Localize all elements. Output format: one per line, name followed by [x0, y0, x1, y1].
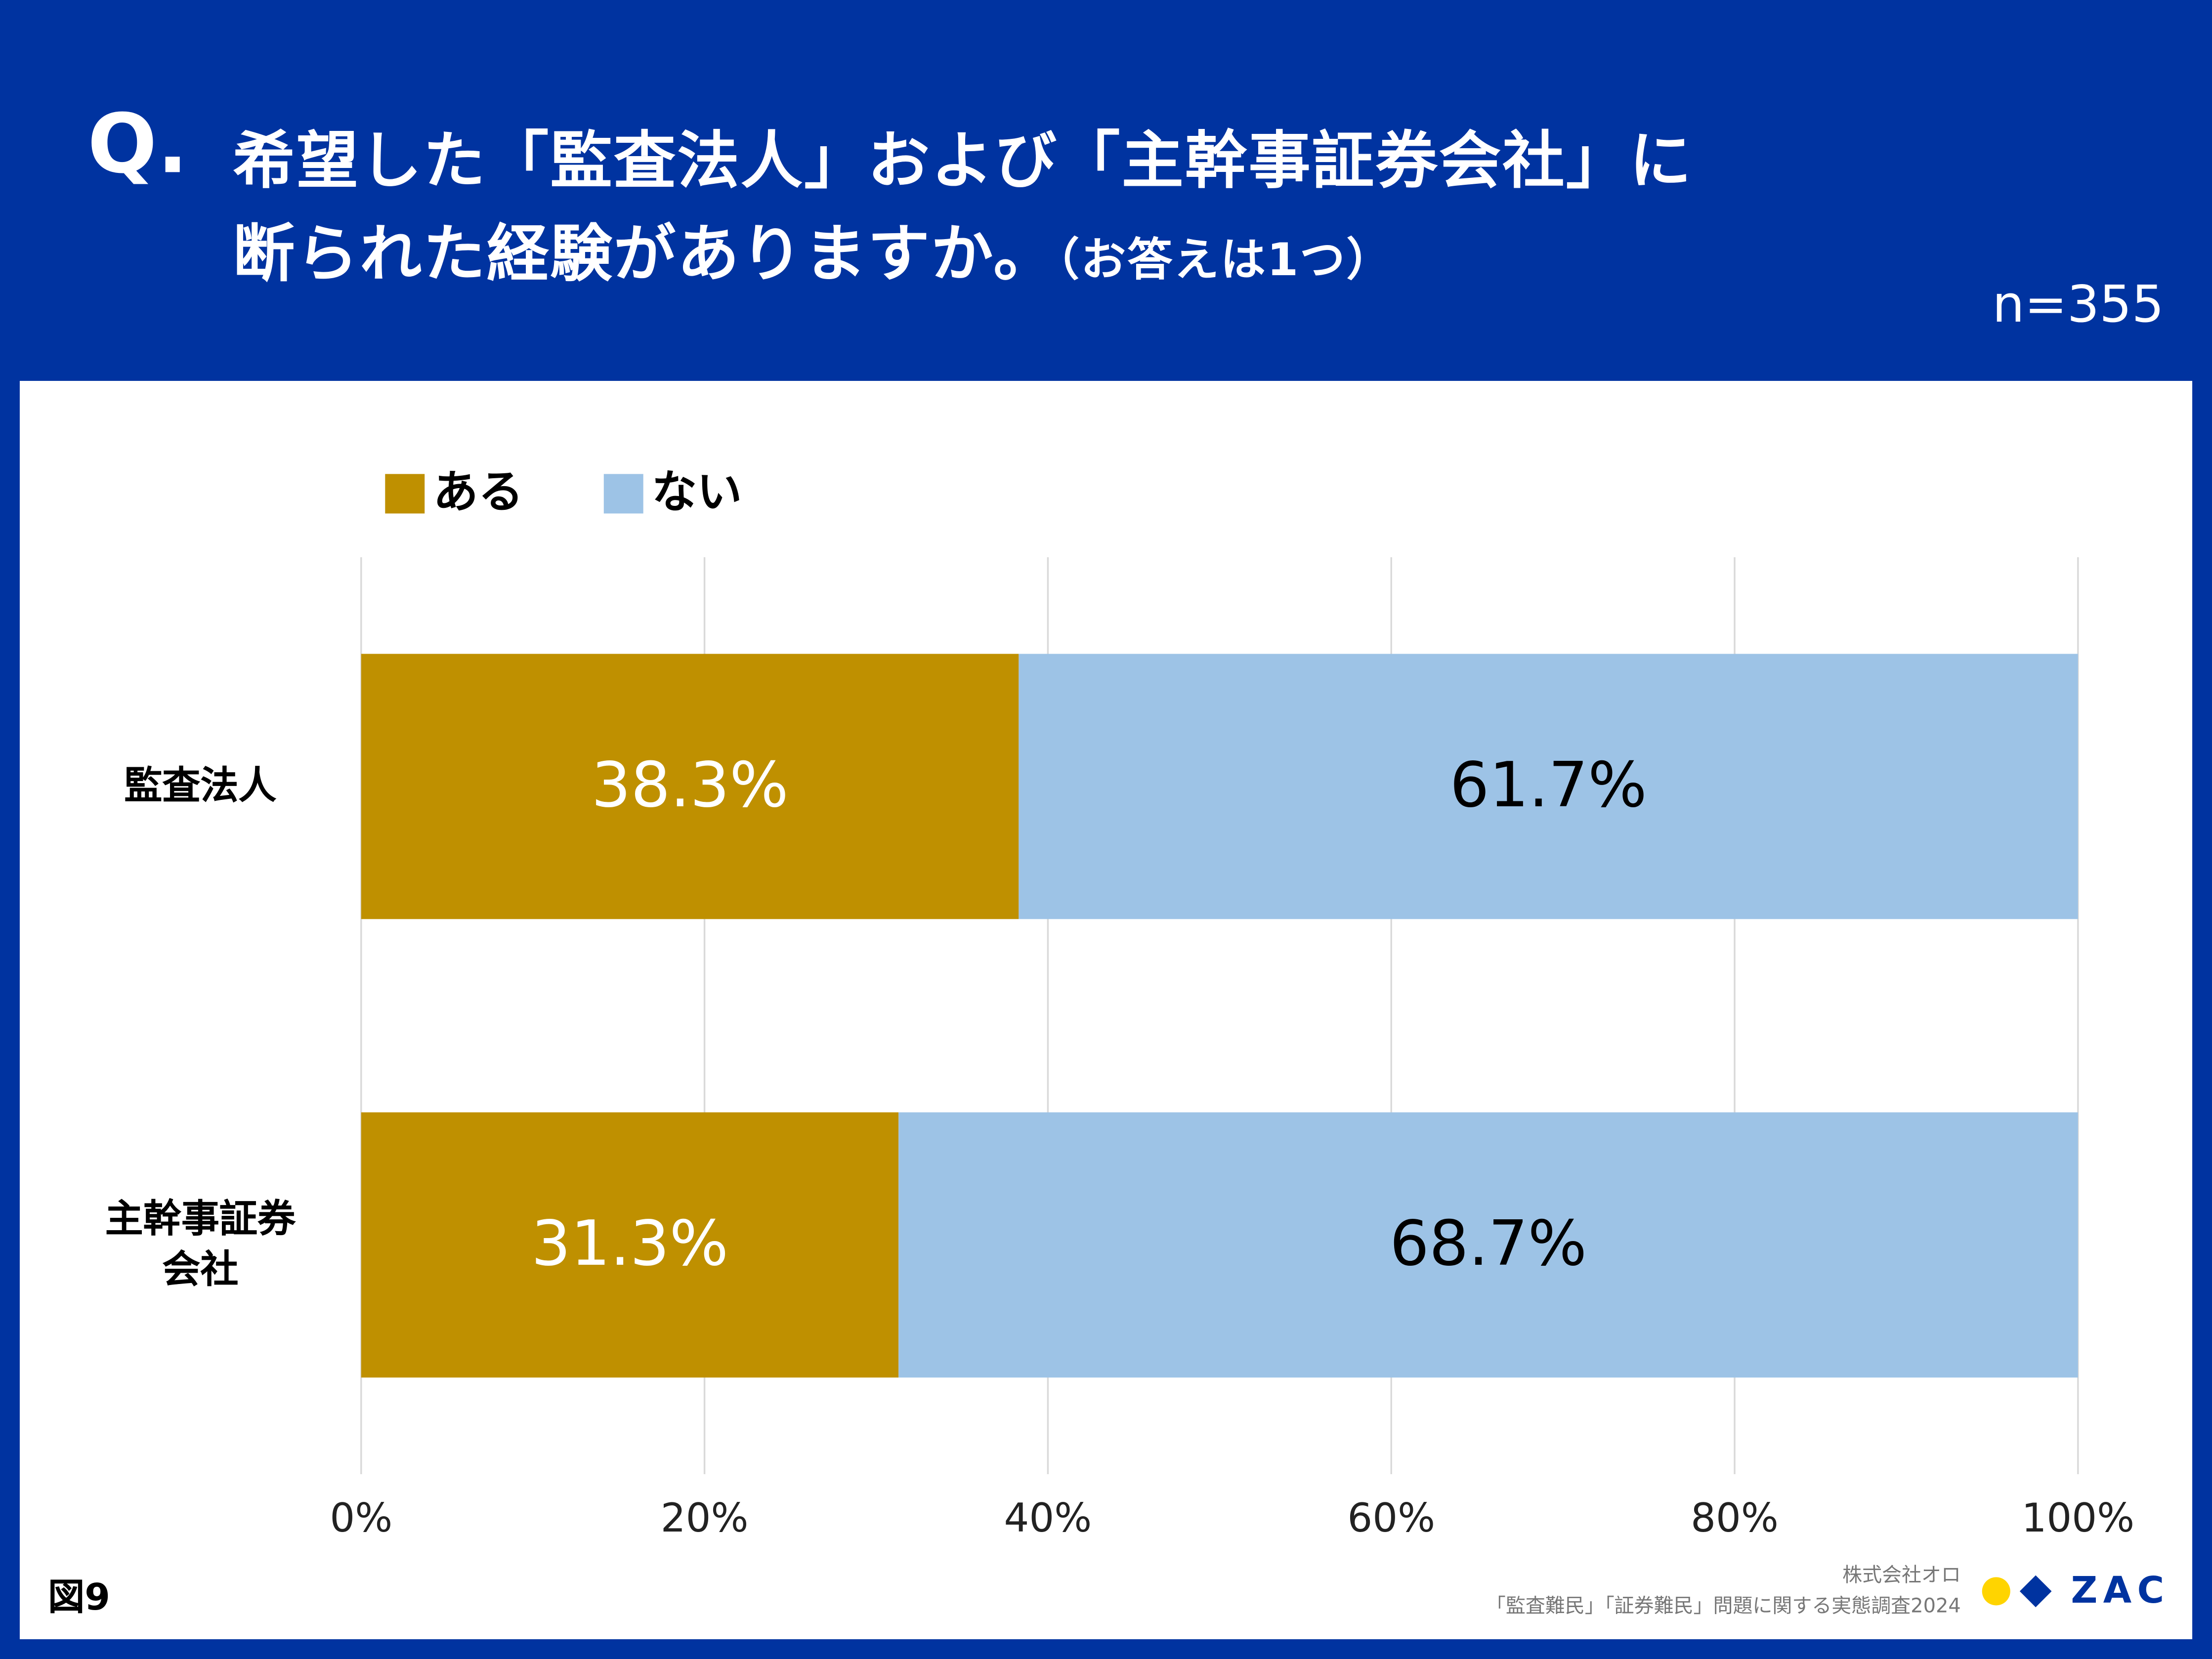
sample-size: n=355 — [1992, 276, 2164, 334]
x-tick-label: 100% — [2022, 1495, 2135, 1541]
x-tick-label: 0% — [330, 1495, 392, 1541]
x-tick-label: 40% — [1004, 1495, 1092, 1541]
bar-segment — [361, 654, 1019, 919]
figure-label: 図9 — [48, 1577, 110, 1619]
bar-segment — [898, 1112, 2078, 1378]
value-label: 68.7% — [1390, 1207, 1587, 1280]
title: 希望した「監査法人」および「主幹事証券会社」に — [233, 125, 1693, 198]
title-note: （お答えは1つ） — [1057, 233, 1393, 287]
legend-swatch — [603, 474, 643, 514]
title: 断られた経験がありますか。（お答えは1つ） — [233, 203, 1393, 293]
chart-panel — [19, 380, 2193, 1639]
x-tick-label: 80% — [1691, 1495, 1779, 1541]
legend-label: ある — [433, 465, 523, 518]
logo: ZAC — [1982, 1569, 2170, 1612]
legend-label: ない — [652, 465, 742, 518]
title-line: 断られた経験がありますか。 — [233, 218, 1057, 291]
x-tick-label: 60% — [1347, 1495, 1435, 1541]
logo-diamond — [2019, 1575, 2052, 1608]
value-label: 38.3% — [592, 748, 789, 821]
legend-swatch — [385, 474, 425, 514]
logo-dot — [1982, 1577, 2010, 1606]
logo-text: ZAC — [2071, 1569, 2170, 1612]
source-company: 株式会社オロ — [1842, 1564, 1961, 1587]
value-label: 61.7% — [1450, 748, 1647, 821]
value-label: 31.3% — [531, 1207, 728, 1280]
bar-segment — [361, 1112, 899, 1378]
question-mark: Q. — [87, 96, 188, 192]
category-label: 主幹事証券会社 — [105, 1197, 296, 1292]
source-survey: 「監査難民」「証券難民」問題に関する実態調査2024 — [1486, 1595, 1961, 1618]
x-tick-label: 20% — [661, 1495, 749, 1541]
category-label: 監査法人 — [124, 764, 277, 808]
bar-segment — [1019, 654, 2078, 919]
